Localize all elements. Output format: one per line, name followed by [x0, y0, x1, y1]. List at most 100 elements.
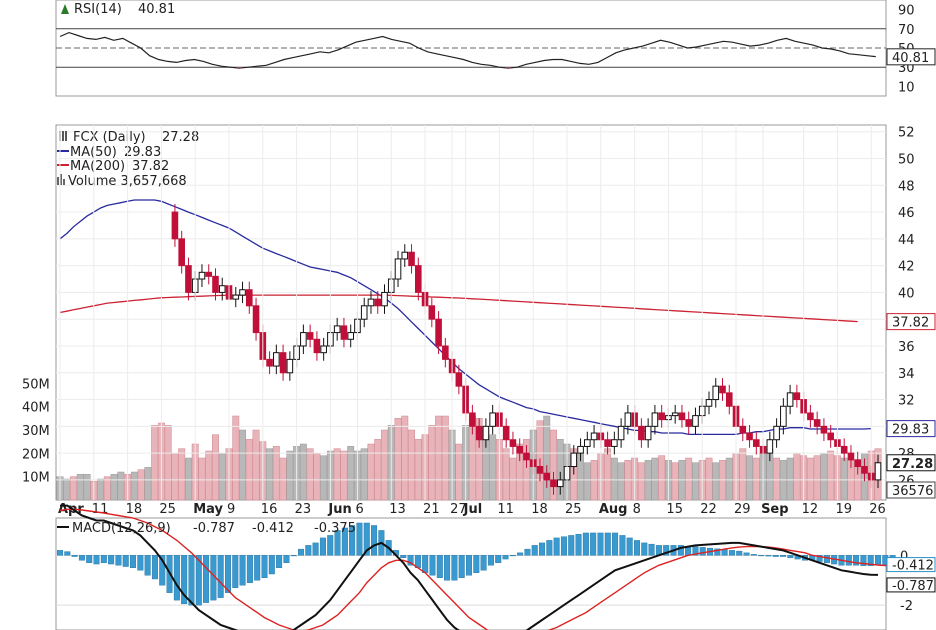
volume-bar: [692, 462, 699, 501]
candle-up: [590, 432, 598, 441]
candle-up: [401, 251, 409, 260]
macd-histogram-bar: [327, 535, 334, 556]
macd-histogram-bar: [816, 555, 823, 562]
macd-histogram-bar: [502, 555, 509, 560]
volume-bar: [725, 457, 733, 501]
macd-histogram-bar: [728, 550, 735, 556]
date-tick-label: 25: [565, 502, 582, 517]
volume-bar: [840, 457, 848, 501]
candle-down: [252, 305, 260, 334]
candle-up: [624, 412, 632, 427]
macd-histogram-bar: [619, 535, 626, 556]
volume-bar: [374, 439, 382, 501]
volume-bar: [239, 429, 246, 501]
macd-histogram-bar: [648, 543, 655, 556]
macd-histogram-bar: [692, 546, 699, 556]
last-price-tag-label: 27.28: [892, 457, 933, 472]
candle-down: [178, 238, 185, 267]
rsi-tick-label: 10: [898, 80, 915, 95]
volume-bar: [103, 476, 111, 501]
price-tick-label: 52: [898, 126, 915, 141]
volume-bar: [252, 429, 260, 501]
date-tick-label: 11: [497, 502, 514, 517]
date-tick-label: 27: [450, 502, 467, 517]
candle-down: [171, 211, 179, 240]
macd-histogram-bar: [721, 549, 728, 556]
volume-bar: [367, 443, 375, 501]
volume-bar: [712, 462, 720, 501]
macd-histogram-bar: [93, 555, 100, 565]
rsi-legend-icon: [61, 4, 69, 14]
macd-histogram-bar: [626, 537, 633, 556]
macd-histogram-bar: [130, 555, 137, 568]
volume-bar: [543, 415, 551, 501]
macd-histogram-bar: [845, 555, 852, 566]
date-tick-label: 21: [423, 502, 440, 517]
macd-histogram-bar: [400, 555, 407, 559]
macd-tick-label: 0: [900, 549, 908, 564]
volume-tick-label: 10M: [22, 471, 50, 486]
macd-histogram-bar: [451, 555, 458, 581]
volume-bar: [685, 457, 693, 501]
fcx-legend-value: 27.28: [162, 130, 199, 145]
macd-histogram-bar: [86, 555, 93, 563]
macd-histogram-bar: [758, 555, 765, 557]
volume-bar: [455, 443, 463, 501]
macd-histogram-bar: [115, 555, 122, 566]
rsi-line: [59, 31, 876, 69]
date-tick-label: 8: [633, 502, 641, 517]
volume-bar: [272, 446, 280, 501]
candle-down: [746, 432, 753, 441]
candle-up: [671, 412, 679, 417]
candle-down: [719, 385, 726, 394]
candle-up: [482, 425, 490, 441]
macd-histogram-bar: [224, 555, 231, 593]
candle-down: [739, 425, 747, 434]
date-tick-label: Jul: [463, 502, 483, 517]
rsi-value-tag-label: 40.81: [892, 51, 929, 66]
candle-down: [523, 452, 530, 461]
volume-bar: [130, 471, 138, 501]
volume-bar: [184, 457, 192, 501]
ma200-line: [59, 294, 858, 323]
volume-bar: [428, 425, 436, 501]
candle-up: [584, 439, 591, 447]
volume-bar: [212, 434, 219, 501]
macd-histogram-bar: [276, 555, 283, 568]
candle-down: [678, 412, 686, 421]
macd-tick-label: -2: [900, 599, 913, 614]
ma50-tag: [886, 420, 936, 438]
volume-bar: [793, 453, 801, 501]
macd-histogram-bar: [78, 555, 85, 561]
macd-histogram-bar: [254, 555, 261, 581]
candle-down: [793, 392, 801, 401]
volume-bar: [435, 415, 443, 501]
macd-histogram-bar: [71, 555, 78, 557]
rsi-oversold-fill: [505, 67, 512, 69]
candle-up: [692, 415, 699, 427]
candle-up: [218, 285, 226, 293]
macd-histogram-bar: [261, 555, 268, 578]
volume-bar: [333, 448, 341, 501]
macd-histogram-bar: [137, 555, 144, 571]
volume-bar: [164, 425, 172, 501]
macd-histogram-bar: [875, 555, 882, 566]
macd-histogram-bar: [371, 525, 378, 556]
candle-up: [381, 291, 388, 307]
volume-bar: [651, 457, 659, 501]
candle-up: [239, 289, 246, 296]
macd-histogram-bar: [867, 555, 874, 566]
macd-histogram-bar: [539, 542, 546, 556]
candle-up: [333, 325, 341, 334]
macd-histogram-bar: [853, 555, 860, 566]
candle-up: [773, 425, 780, 441]
macd-histogram-bar: [663, 545, 670, 556]
volume-bar: [218, 453, 226, 501]
volume-bar: [604, 448, 612, 501]
volume-bar: [408, 429, 415, 501]
candle-down: [854, 459, 862, 468]
volume-bar: [746, 455, 754, 501]
macd-histogram-tag: [886, 557, 936, 573]
macd-histogram-bar: [553, 537, 560, 556]
